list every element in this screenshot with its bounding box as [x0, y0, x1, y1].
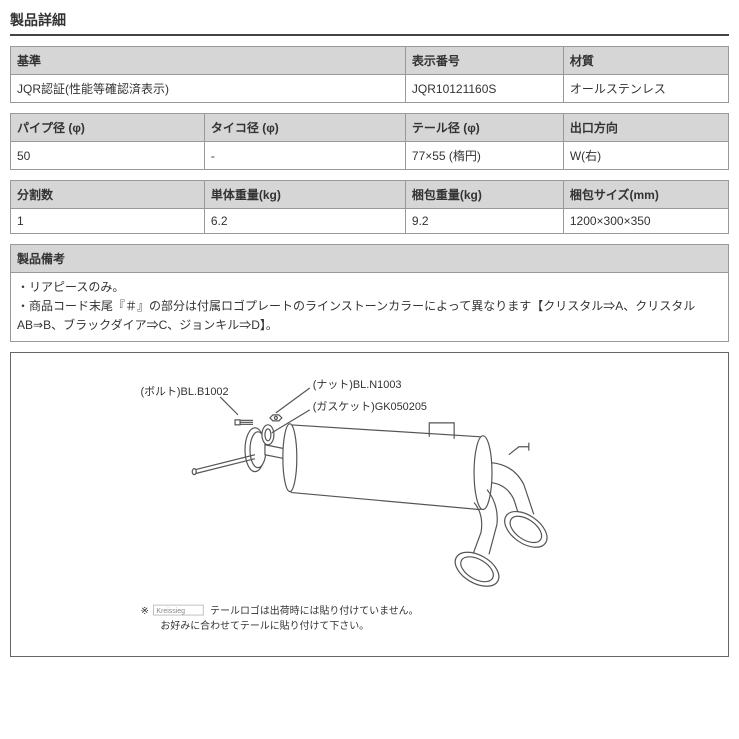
th-display-number: 表示番号	[405, 47, 563, 75]
td-material: オールステンレス	[563, 75, 728, 103]
th-split-count: 分割数	[11, 181, 205, 209]
td-split-count: 1	[11, 209, 205, 234]
footnote-line1: テールロゴは出荷時には貼り付けていません。	[210, 604, 418, 617]
diagram-container: (ボルト)BL.B1002 (ナット)BL.N1003 (ガスケット)GK050…	[10, 352, 729, 657]
td-unit-weight: 6.2	[204, 209, 405, 234]
th-notes: 製品備考	[11, 245, 729, 273]
label-nut: (ナット)BL.N1003	[313, 378, 402, 391]
label-gasket: (ガスケット)GK050205	[313, 399, 427, 412]
th-taiko-dia: タイコ径 (φ)	[204, 114, 405, 142]
label-bolt: (ボルト)BL.B1002	[140, 385, 228, 398]
td-standard: JQR認証(性能等確認済表示)	[11, 75, 406, 103]
th-pack-size: 梱包サイズ(mm)	[563, 181, 728, 209]
section-title: 製品詳細	[10, 10, 729, 36]
td-pipe-dia: 50	[11, 142, 205, 170]
td-outlet-dir: W(右)	[563, 142, 728, 170]
th-unit-weight: 単体重量(kg)	[204, 181, 405, 209]
logo-placeholder: Kreissieg	[156, 608, 185, 615]
td-tail-dia: 77×55 (楕円)	[405, 142, 563, 170]
td-taiko-dia: -	[204, 142, 405, 170]
notes-table: 製品備考 ・リアピースのみ。 ・商品コード末尾『＃』の部分は付属ロゴプレートのラ…	[10, 244, 729, 342]
spec-table-3: 分割数 単体重量(kg) 梱包重量(kg) 梱包サイズ(mm) 1 6.2 9.…	[10, 180, 729, 234]
td-display-number: JQR10121160S	[405, 75, 563, 103]
th-pack-weight: 梱包重量(kg)	[405, 181, 563, 209]
spec-table-1: 基準 表示番号 材質 JQR認証(性能等確認済表示) JQR10121160S …	[10, 46, 729, 103]
th-material: 材質	[563, 47, 728, 75]
footnote-mark: ※	[140, 606, 148, 617]
td-notes-body: ・リアピースのみ。 ・商品コード末尾『＃』の部分は付属ロゴプレートのラインストー…	[11, 273, 729, 342]
footnote-line2: お好みに合わせてテールに貼り付けて下さい。	[160, 619, 369, 632]
th-pipe-dia: パイプ径 (φ)	[11, 114, 205, 142]
spec-table-2: パイプ径 (φ) タイコ径 (φ) テール径 (φ) 出口方向 50 - 77×…	[10, 113, 729, 170]
td-pack-size: 1200×300×350	[563, 209, 728, 234]
td-pack-weight: 9.2	[405, 209, 563, 234]
th-standard: 基準	[11, 47, 406, 75]
th-tail-dia: テール径 (φ)	[405, 114, 563, 142]
th-outlet-dir: 出口方向	[563, 114, 728, 142]
exhaust-diagram: (ボルト)BL.B1002 (ナット)BL.N1003 (ガスケット)GK050…	[11, 353, 728, 656]
